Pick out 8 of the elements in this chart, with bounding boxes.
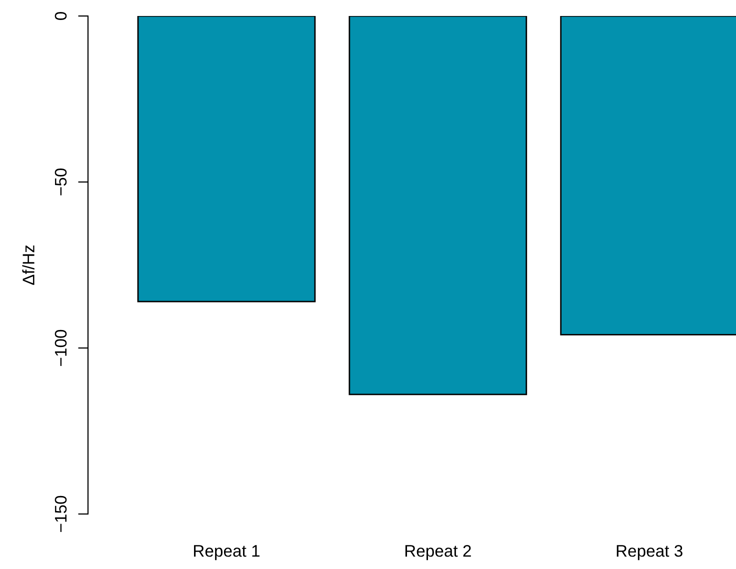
x-tick-label: Repeat 1: [194, 545, 260, 560]
y-tick-label: −100: [54, 330, 67, 366]
y-tick-label: −150: [54, 496, 67, 532]
x-tick-label: Repeat 2: [405, 544, 471, 560]
y-tick-label: −50: [54, 168, 67, 196]
y-tick-label: 0: [54, 12, 67, 20]
x-tick-label: Repeat 3: [616, 544, 682, 560]
y-axis-title: Δf/Hz: [22, 245, 34, 285]
